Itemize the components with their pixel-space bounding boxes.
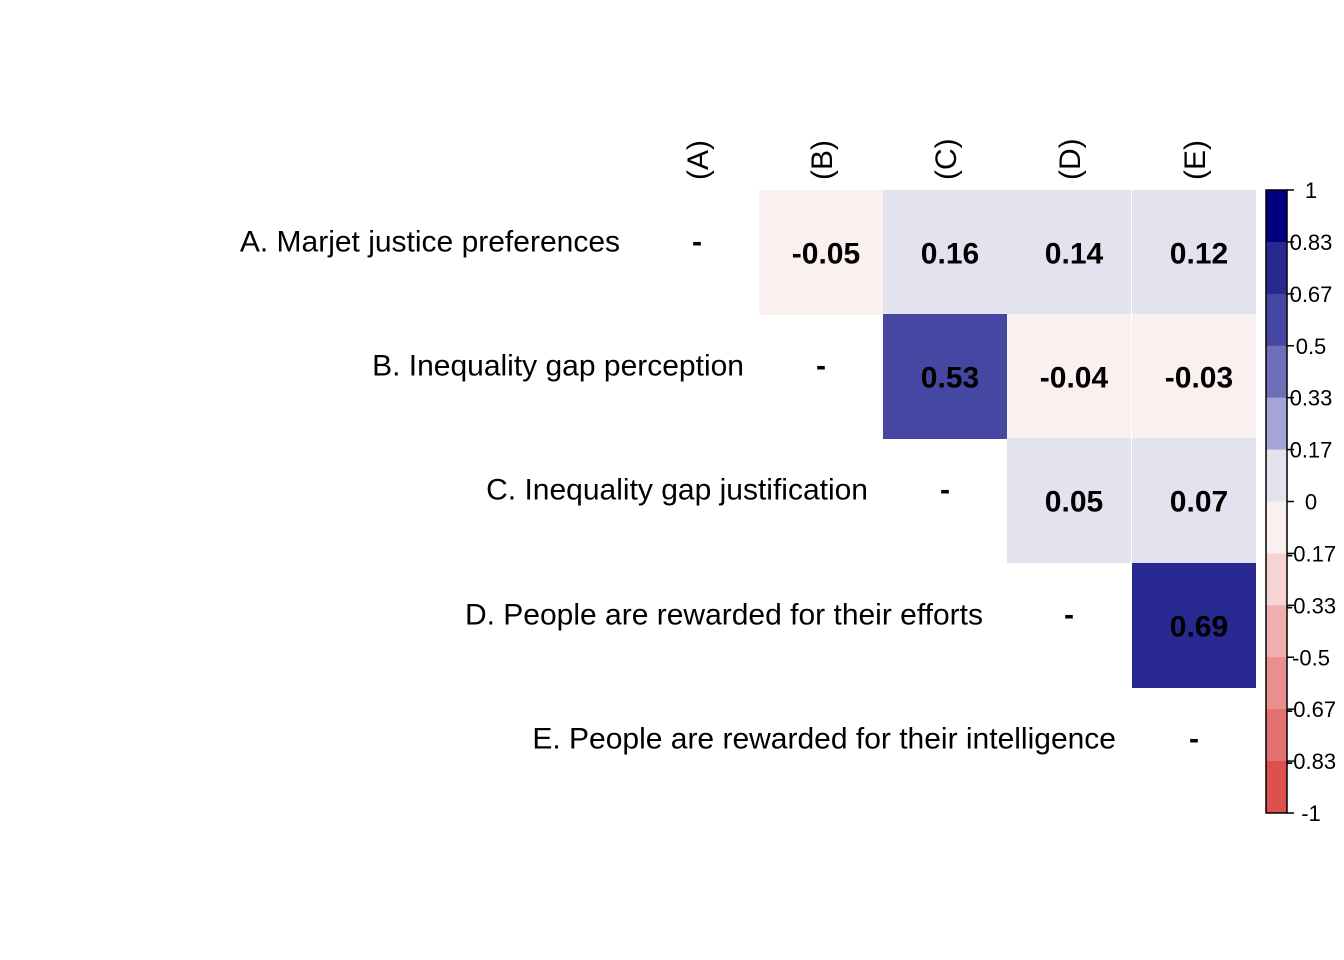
heatmap-cell-r1-c2 <box>883 314 1007 439</box>
cell-value-label-r3-c4: 0.69 <box>1170 611 1228 644</box>
colorbar: 1 0.83 0.67 0.5 0.33 0.17 0 -0.17 -0.33 -0.5 -0.67… <box>1265 178 1336 826</box>
cell-value-label-r0-c1: -0.05 <box>792 238 860 271</box>
colorbar-bin-8 <box>1266 605 1287 658</box>
colorbar-bin-11 <box>1266 761 1287 814</box>
col-label-1: (B) <box>806 140 839 180</box>
colorbar-tick-label-0: 1 <box>1305 178 1317 203</box>
colorbar-tick-label-3: 0.5 <box>1296 334 1327 359</box>
diagonal-mark-3: - <box>1064 599 1074 632</box>
colorbar-bin-2 <box>1266 293 1287 347</box>
heatmap-cell-r0-c2 <box>883 190 1007 315</box>
colorbar-tick-label-12: -1 <box>1301 801 1321 826</box>
text-layer: -0.05 0.16 0.14 0.12 0.53 -0.04 -0.03 0.05 0.07 0… <box>240 138 1233 755</box>
colorbar-bin-4 <box>1266 397 1287 451</box>
colorbar-tick-label-1: 0.83 <box>1290 230 1333 255</box>
colorbar-tick-label-4: 0.33 <box>1290 386 1333 411</box>
heatmap-cell-r1-c4 <box>1132 314 1256 439</box>
col-label-0: (A) <box>682 140 715 180</box>
cell-value-label-r2-c4: 0.07 <box>1170 486 1228 519</box>
col-label-3: (D) <box>1054 138 1087 180</box>
cell-value-label-r2-c3: 0.05 <box>1045 486 1103 519</box>
cell-value-label-r0-c4: 0.12 <box>1170 238 1228 271</box>
colorbar-tick-label-7: -0.17 <box>1286 541 1336 566</box>
heatmap-cell-r0-c3 <box>1007 190 1131 315</box>
heatmap-cell-r0-c1 <box>759 190 883 315</box>
row-label-0: A. Marjet justice preferences <box>240 226 620 259</box>
colorbar-tick-label-6: 0 <box>1305 490 1317 515</box>
row-label-2: C. Inequality gap justification <box>486 474 868 507</box>
row-label-3: D. People are rewarded for their efforts <box>465 599 983 632</box>
colorbar-bin-5 <box>1266 449 1287 502</box>
cell-value-label-r1-c4: -0.03 <box>1165 362 1233 395</box>
diagonal-mark-0: - <box>692 226 702 259</box>
heatmap-cell-r2-c3 <box>1007 438 1131 563</box>
colorbar-tick-label-10: -0.67 <box>1286 697 1336 722</box>
cells-layer <box>759 190 1256 688</box>
heatmap-cell-r1-c3 <box>1007 314 1131 439</box>
colorbar-bin-9 <box>1266 657 1287 710</box>
row-label-1: B. Inequality gap perception <box>372 350 744 383</box>
cell-value-label-r0-c2: 0.16 <box>921 238 979 271</box>
cell-value-label-r1-c2: 0.53 <box>921 362 979 395</box>
heatmap-cell-r3-c4 <box>1132 563 1256 688</box>
colorbar-bin-10 <box>1266 709 1287 762</box>
colorbar-tick-label-2: 0.67 <box>1290 282 1333 307</box>
col-label-2: (C) <box>930 138 963 180</box>
colorbar-tick-label-8: -0.33 <box>1286 593 1336 618</box>
colorbar-tick-label-11: -0.83 <box>1286 749 1336 774</box>
colorbar-tick-label-9: -0.5 <box>1292 645 1330 670</box>
heatmap-cell-r2-c4 <box>1132 438 1256 563</box>
row-label-4: E. People are rewarded for their intelli… <box>532 723 1116 756</box>
diagonal-mark-1: - <box>816 350 826 383</box>
diagonal-mark-4: - <box>1189 723 1199 756</box>
diagonal-mark-2: - <box>940 474 950 507</box>
col-label-4: (E) <box>1179 140 1212 180</box>
cell-value-label-r0-c3: 0.14 <box>1045 238 1104 271</box>
heatmap-cell-r0-c4 <box>1132 190 1256 315</box>
colorbar-bin-6 <box>1266 501 1287 554</box>
colorbar-bin-0 <box>1266 190 1287 243</box>
colorbar-bin-1 <box>1266 241 1287 295</box>
colorbar-tick-label-5: 0.17 <box>1290 438 1333 463</box>
colorbar-bin-7 <box>1266 553 1287 606</box>
colorbar-bin-3 <box>1266 345 1287 399</box>
cell-value-label-r1-c3: -0.04 <box>1040 362 1109 395</box>
